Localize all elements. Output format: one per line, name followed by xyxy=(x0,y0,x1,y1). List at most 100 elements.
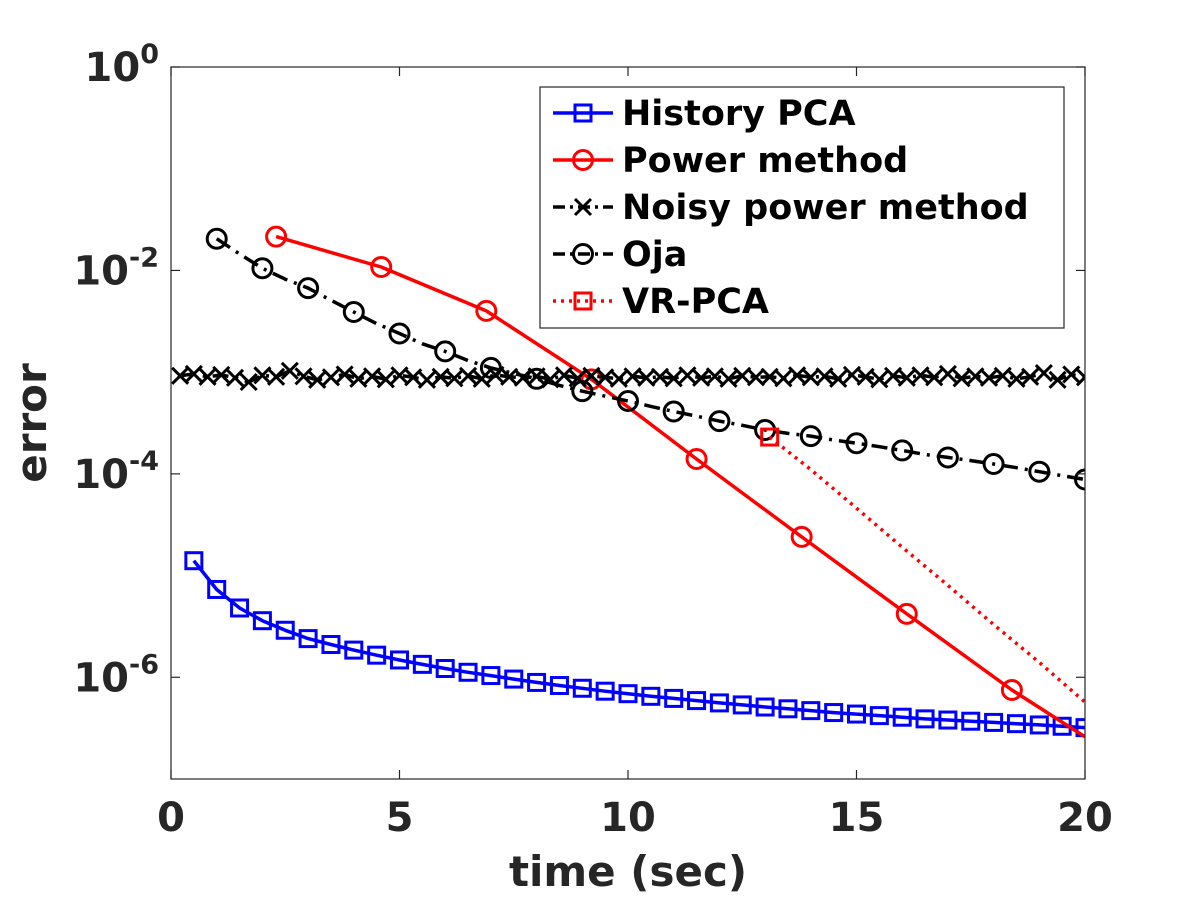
x-tick-label: 5 xyxy=(386,795,414,841)
data-point-noisy-power-method xyxy=(376,370,395,389)
data-point-history-pca xyxy=(984,712,1004,732)
data-point-noisy-power-method xyxy=(554,366,574,385)
data-point-vr-pca xyxy=(760,427,780,447)
data-point-history-pca xyxy=(230,598,250,618)
legend: History PCA Power method Noisy power metho… xyxy=(539,86,1065,329)
data-point-noisy-power-method xyxy=(568,369,587,388)
data-point-power-method xyxy=(790,525,813,548)
data-point-noisy-power-method xyxy=(363,367,382,386)
series-oja xyxy=(205,227,1085,491)
data-point-oja xyxy=(936,446,959,469)
data-point-oja xyxy=(617,390,639,413)
data-point-noisy-power-method xyxy=(458,366,478,385)
data-point-noisy-power-method xyxy=(1048,370,1067,389)
data-point-noisy-power-method xyxy=(993,366,1012,385)
data-point-noisy-power-method xyxy=(664,369,683,388)
data-point-history-pca xyxy=(412,654,432,674)
data-point-oja xyxy=(571,380,594,403)
legend-entry-power-method: Power method xyxy=(553,141,908,181)
data-point-power-method xyxy=(1000,678,1023,701)
data-point-history-pca xyxy=(687,691,707,711)
data-point-history-pca xyxy=(207,579,227,599)
data-point-history-pca xyxy=(938,710,958,730)
data-point-history-pca xyxy=(344,640,364,660)
legend-marker-noisy-power-method xyxy=(573,197,593,217)
data-point-noisy-power-method xyxy=(308,370,327,389)
data-point-oja xyxy=(1028,460,1051,483)
data-point-oja xyxy=(205,227,228,250)
data-point-noisy-power-method xyxy=(829,369,848,388)
data-point-oja xyxy=(708,410,731,433)
data-point-noisy-power-method xyxy=(294,367,313,386)
data-point-history-pca xyxy=(595,681,615,701)
data-point-oja xyxy=(1074,468,1085,491)
data-point-noisy-power-method xyxy=(746,368,766,387)
legend-box xyxy=(539,86,1065,329)
data-point-noisy-power-method xyxy=(212,365,231,384)
y-tick-exponent: 0 xyxy=(140,39,159,70)
legend-label-vr-pca: VR-PCA xyxy=(622,282,769,322)
data-point-noisy-power-method xyxy=(280,361,299,380)
data-point-noisy-power-method xyxy=(267,367,286,386)
data-point-history-pca xyxy=(367,645,387,665)
data-point-noisy-power-method xyxy=(321,368,341,387)
data-point-noisy-power-method xyxy=(897,368,916,387)
data-point-noisy-power-method xyxy=(1034,363,1053,383)
data-point-noisy-power-method xyxy=(705,367,724,386)
data-point-oja xyxy=(297,277,320,300)
data-point-noisy-power-method xyxy=(349,369,368,388)
data-point-power-method xyxy=(685,447,708,470)
legend-entry-noisy-power-method: Noisy power method xyxy=(553,188,1029,228)
data-point-noisy-power-method xyxy=(1062,365,1081,384)
data-point-history-pca xyxy=(755,697,775,717)
data-point-history-pca xyxy=(801,701,821,721)
data-point-power-method xyxy=(265,225,288,248)
data-point-noisy-power-method xyxy=(472,369,491,388)
data-point-noisy-power-method xyxy=(856,367,875,386)
data-point-oja xyxy=(982,453,1005,475)
data-point-oja xyxy=(799,425,822,448)
data-point-history-pca xyxy=(184,551,204,571)
data-point-history-pca xyxy=(869,706,889,726)
series-line-history-pca xyxy=(192,559,1085,730)
series-line-vr-pca xyxy=(768,435,1085,704)
data-point-history-pca xyxy=(824,703,844,723)
legend-label-noisy-power-method: Noisy power method xyxy=(622,188,1029,228)
legend-entry-vr-pca: VR-PCA xyxy=(553,282,769,322)
data-point-oja xyxy=(434,340,457,363)
x-tick-label: 10 xyxy=(600,795,656,841)
legend-label-oja: Oja xyxy=(622,235,687,275)
data-point-noisy-power-method xyxy=(184,364,203,384)
legend-marker-vr-pca xyxy=(573,291,593,311)
data-point-oja xyxy=(662,400,685,423)
data-point-noisy-power-method xyxy=(774,369,793,388)
x-tick-label: 20 xyxy=(1057,795,1113,841)
series-history-pca xyxy=(184,551,1085,738)
series-line-power-method xyxy=(275,234,1085,739)
data-point-noisy-power-method xyxy=(335,365,354,384)
data-point-history-pca xyxy=(1006,714,1026,734)
data-point-power-method xyxy=(895,602,918,625)
x-tick-label: 0 xyxy=(157,795,185,841)
data-point-noisy-power-method xyxy=(445,369,464,388)
data-point-history-pca xyxy=(298,629,318,649)
data-point-noisy-power-method xyxy=(239,372,258,392)
legend-entry-oja: Oja xyxy=(553,235,687,275)
data-point-history-pca xyxy=(847,704,866,724)
data-point-history-pca xyxy=(390,650,409,670)
data-point-noisy-power-method xyxy=(1021,367,1040,386)
data-point-history-pca xyxy=(458,662,478,682)
data-point-history-pca xyxy=(892,707,912,727)
data-point-history-pca xyxy=(732,695,752,715)
y-axis-label: error xyxy=(7,363,56,483)
data-point-history-pca xyxy=(961,711,981,731)
data-point-noisy-power-method xyxy=(925,368,944,387)
data-point-oja xyxy=(845,432,868,455)
data-point-noisy-power-method xyxy=(719,369,738,388)
data-point-oja xyxy=(251,257,274,280)
data-point-oja xyxy=(388,322,411,345)
data-point-power-method xyxy=(475,299,498,322)
x-axis-label: time (sec) xyxy=(509,847,747,896)
legend-entry-history-pca: History PCA xyxy=(553,94,856,134)
y-tick-exponent: -4 xyxy=(129,446,159,477)
